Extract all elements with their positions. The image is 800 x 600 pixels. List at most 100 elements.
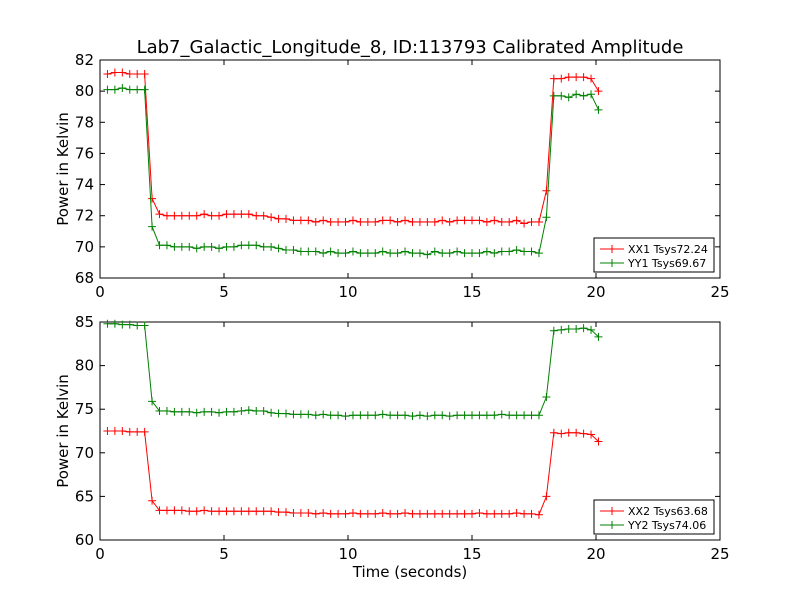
data-point	[564, 324, 573, 333]
plot-panel-top: 0 5 10 15 20 25 68 70 72 74 76 78 80 82 Power in Kelvi…	[54, 51, 730, 301]
data-point	[497, 217, 506, 226]
data-point	[378, 508, 387, 517]
x-tick-label: 25	[710, 545, 729, 563]
legend-marker	[608, 245, 616, 253]
data-point	[237, 241, 246, 250]
data-point	[200, 210, 209, 219]
data-point	[341, 509, 350, 518]
data-point	[326, 411, 335, 420]
series-line-yy1	[107, 87, 599, 256]
data-point	[468, 249, 476, 258]
data-point	[148, 496, 157, 505]
plot-panel-bottom: 0 5 10 15 20 25 60 65 70 75 80 85 Power in Kelvin Tim…	[54, 313, 730, 581]
data-point	[572, 324, 581, 333]
data-point	[497, 410, 506, 419]
data-point	[304, 216, 313, 225]
data-point	[341, 412, 350, 421]
data-point	[386, 249, 395, 258]
data-point	[192, 244, 201, 253]
y-tick-label: 76	[75, 144, 94, 162]
y-tick-label: 70	[75, 238, 94, 256]
data-point	[534, 249, 543, 258]
data-point	[244, 241, 253, 250]
data-point	[527, 217, 536, 226]
data-point	[140, 427, 149, 436]
data-point	[549, 428, 558, 437]
data-point	[542, 213, 551, 222]
data-point	[386, 411, 395, 420]
data-point	[162, 211, 171, 220]
data-point	[482, 509, 491, 518]
data-point	[140, 85, 149, 94]
data-point	[438, 411, 447, 420]
data-point	[348, 247, 357, 256]
data-point	[192, 211, 201, 220]
y-tick-label: 78	[75, 113, 94, 131]
x-tick-label: 0	[95, 545, 105, 563]
data-point	[438, 249, 447, 258]
data-point	[587, 90, 596, 99]
data-point	[289, 508, 298, 517]
legend-box	[593, 237, 715, 273]
data-point	[207, 507, 216, 516]
data-point	[386, 216, 395, 225]
data-point	[155, 210, 164, 219]
data-point	[334, 217, 343, 226]
data-point	[490, 249, 499, 258]
data-point	[118, 427, 127, 435]
data-point	[542, 392, 551, 401]
data-point	[207, 211, 216, 220]
data-point	[110, 427, 119, 435]
data-point	[505, 217, 514, 226]
data-point	[423, 250, 432, 259]
data-point	[177, 506, 186, 515]
data-point	[445, 412, 454, 421]
data-point	[185, 211, 194, 220]
data-point	[393, 411, 402, 420]
data-point	[520, 247, 529, 256]
data-point	[259, 406, 268, 415]
data-point	[557, 429, 566, 438]
data-point	[311, 509, 320, 518]
data-point	[274, 244, 283, 253]
legend-entry-label: YY2 Tsys74.06	[627, 519, 706, 532]
data-point	[311, 217, 320, 226]
data-point	[408, 217, 417, 226]
data-point	[587, 74, 596, 83]
data-point	[319, 216, 328, 225]
data-point	[490, 411, 499, 420]
data-point	[423, 509, 432, 518]
data-point	[401, 216, 410, 225]
data-point	[259, 211, 268, 220]
data-point	[430, 247, 439, 256]
x-tick-label: 25	[710, 283, 729, 301]
data-point	[497, 509, 506, 518]
data-point	[282, 214, 290, 223]
data-point	[475, 216, 484, 225]
data-point	[460, 249, 469, 258]
data-point	[423, 217, 432, 226]
x-tick-label: 20	[586, 545, 605, 563]
data-point	[505, 247, 514, 256]
data-point	[527, 411, 536, 420]
data-point	[348, 411, 357, 420]
data-point	[140, 70, 149, 79]
data-point	[326, 509, 335, 518]
data-point	[215, 211, 224, 220]
data-point	[229, 407, 238, 416]
data-point	[229, 242, 238, 251]
data-point	[482, 411, 491, 420]
data-point	[341, 249, 350, 258]
data-point	[512, 411, 521, 420]
data-point	[118, 68, 127, 77]
data-point	[155, 241, 164, 250]
data-point	[393, 217, 402, 226]
data-point	[252, 406, 261, 415]
data-point	[140, 321, 149, 330]
data-point	[237, 406, 246, 415]
plot-area-frame	[99, 59, 721, 279]
data-point	[215, 244, 224, 253]
data-point	[110, 319, 119, 328]
data-point	[192, 408, 201, 417]
x-tick-label: 15	[462, 283, 481, 301]
